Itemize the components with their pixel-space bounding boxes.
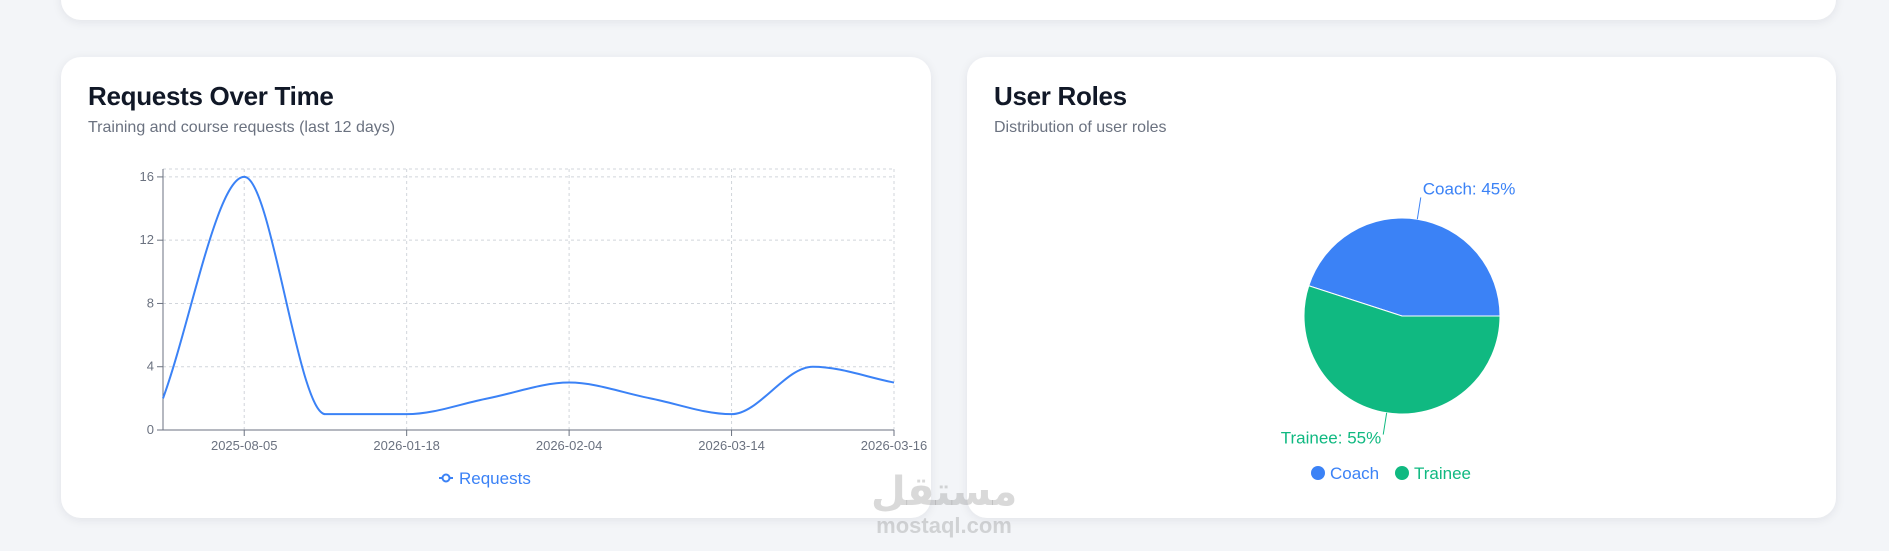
pie-slice-trainee bbox=[1303, 285, 1501, 415]
x-tick-label: 2025-08-05 bbox=[211, 438, 278, 453]
legend-marker-icon bbox=[441, 473, 451, 483]
legend-label: Trainee bbox=[1414, 464, 1471, 483]
roles-pie-chart: Coach: 45% Trainee: 55% Coach Trainee bbox=[1281, 179, 1516, 483]
legend-trainee: Trainee bbox=[1395, 464, 1471, 483]
x-tick-label: 2026-03-16 bbox=[861, 438, 928, 453]
roles-card-title: User Roles bbox=[994, 81, 1127, 111]
x-tick-label: 2026-02-04 bbox=[536, 438, 603, 453]
legend-requests: Requests bbox=[439, 469, 531, 488]
series-line-requests bbox=[162, 175, 895, 416]
top-card bbox=[61, 0, 1836, 20]
legend-label: Coach bbox=[1330, 464, 1379, 483]
requests-card-title: Requests Over Time bbox=[88, 81, 334, 111]
y-tick-label: 0 bbox=[147, 422, 154, 437]
requests-line-chart: 0 4 8 12 16 2025-08-05 2026-01-18 2026-02-04 202… bbox=[140, 168, 928, 488]
requests-card: Requests Over Time Training and course r… bbox=[61, 57, 931, 518]
x-tick-label: 2026-01-18 bbox=[373, 438, 440, 453]
pie-leader-coach bbox=[1416, 197, 1422, 220]
roles-card: User Roles Distribution of user roles Co… bbox=[967, 57, 1836, 518]
legend-circle-icon bbox=[1395, 466, 1409, 480]
legend-coach: Coach bbox=[1311, 464, 1379, 483]
y-tick-label: 12 bbox=[140, 232, 154, 247]
legend-label: Requests bbox=[459, 469, 531, 488]
pie-leader-trainee bbox=[1382, 412, 1388, 435]
pie-label-trainee: Trainee: 55% bbox=[1281, 429, 1381, 448]
roles-card-subtitle: Distribution of user roles bbox=[994, 119, 1167, 136]
y-tick-label: 16 bbox=[140, 169, 154, 184]
requests-card-subtitle: Training and course requests (last 12 da… bbox=[88, 119, 396, 136]
y-tick-label: 4 bbox=[147, 359, 154, 374]
pie-label-coach: Coach: 45% bbox=[1423, 179, 1516, 198]
legend-circle-icon bbox=[1311, 466, 1325, 480]
y-tick-label: 8 bbox=[147, 295, 154, 310]
x-tick-label: 2026-03-14 bbox=[698, 438, 765, 453]
